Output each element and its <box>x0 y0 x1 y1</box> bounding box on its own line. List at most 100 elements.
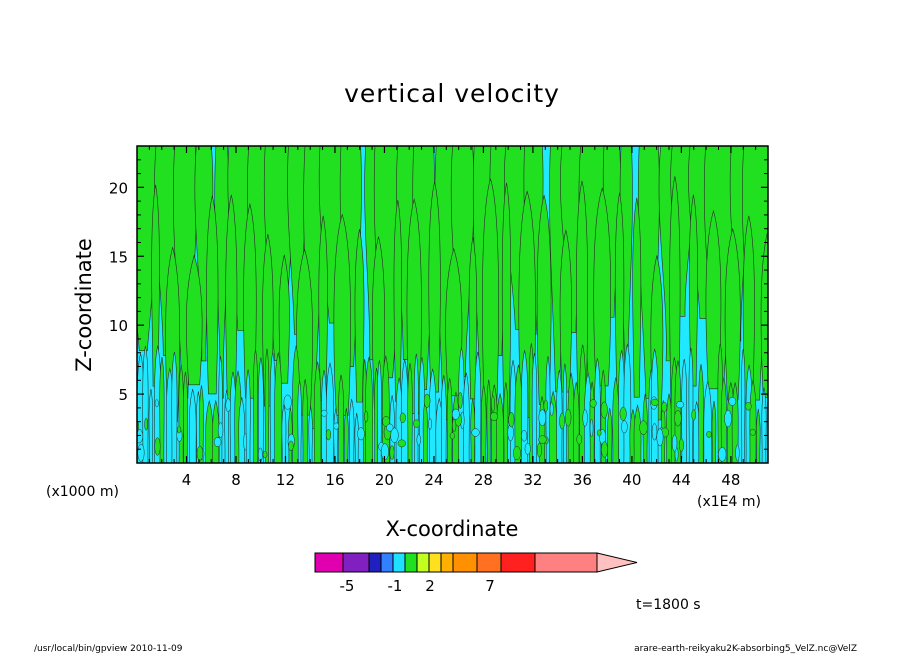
contour-streak-low <box>556 369 563 463</box>
contour-streak-low <box>308 406 313 463</box>
contour-streak-low <box>183 371 188 463</box>
x-tick-label: 44 <box>672 471 691 489</box>
x-tick-label: 36 <box>573 471 592 489</box>
contour-cell <box>321 409 328 417</box>
contour-plume-mid <box>225 194 238 408</box>
contour-plume-mid <box>206 195 219 395</box>
contour-streak-low <box>698 364 704 463</box>
contour-streak-low <box>474 351 482 463</box>
colorbar-segment <box>452 552 478 573</box>
x-tick-label: 4 <box>182 471 192 489</box>
contour-streak-low <box>281 404 287 463</box>
contour-streak-low <box>297 380 302 463</box>
contour-cell <box>559 412 565 430</box>
contour-streak-low <box>205 399 214 463</box>
contour-streak-low <box>159 357 165 463</box>
contour-streak-low <box>562 363 568 463</box>
contour-streak-low <box>623 343 632 463</box>
contour-streak-low <box>422 399 428 463</box>
contour-cell <box>333 422 340 430</box>
contour-cell <box>678 438 684 452</box>
chart-title: vertical velocity <box>344 79 560 108</box>
footer-right: arare-earth-reikyaku2K-absorbing5_VelZ.n… <box>634 644 857 654</box>
colorbar-extend-arrow <box>596 552 638 573</box>
contour-cell <box>745 402 752 411</box>
colorbar-segment <box>368 552 382 573</box>
contour-cell <box>364 410 369 423</box>
contour-cell <box>596 429 602 437</box>
contour-streak-low <box>338 374 344 463</box>
contour-streak-low <box>413 353 419 463</box>
colorbar-segment <box>380 552 394 573</box>
contour-cell <box>651 423 658 441</box>
contour-cell <box>601 441 608 458</box>
contour-streak-low <box>545 356 551 463</box>
plot-area <box>137 146 768 463</box>
y-tick-label: 20 <box>109 179 128 197</box>
contour-streak-low <box>400 358 409 463</box>
contour-streak-low <box>238 397 246 463</box>
contour-cell <box>451 408 460 420</box>
contour-cell <box>582 409 588 427</box>
contour-cell <box>718 447 727 462</box>
x-tick-label: 20 <box>375 471 394 489</box>
contour-streak-low <box>302 379 308 463</box>
contour-cell <box>676 401 685 409</box>
colorbar-tick-labels: -5 -1 2 7 <box>340 577 495 595</box>
contour-cell <box>357 427 365 441</box>
contour-streak-low <box>573 382 580 463</box>
contour-streak-low <box>480 385 487 463</box>
contour-cell <box>177 426 182 434</box>
x-unit-left: (x1000 m) <box>46 484 119 500</box>
x-unit-right: (x1E4 m) <box>697 494 761 510</box>
contour-streak-low <box>348 398 355 463</box>
x-tick-label: 12 <box>276 471 295 489</box>
contour-cell <box>416 434 421 446</box>
contour-streak-low <box>245 369 251 463</box>
contour-cell <box>543 399 548 412</box>
colorbar-tick-label: 7 <box>485 577 495 595</box>
contour-cell <box>728 396 737 406</box>
contour-cell <box>428 418 432 430</box>
contour-cell <box>413 419 420 428</box>
contour-cell <box>283 394 292 410</box>
contour-streak-low <box>218 356 223 463</box>
contour-cell <box>213 437 222 447</box>
contour-streak-low <box>756 408 761 463</box>
contour-cell <box>491 395 495 413</box>
contour-plume-mid <box>318 215 328 402</box>
contour-cell <box>217 422 224 439</box>
contour-cell <box>621 420 628 434</box>
contour-streak-low <box>344 408 349 463</box>
contour-cell <box>382 416 390 427</box>
contour-streak-low <box>365 356 374 463</box>
contour-cell <box>564 408 572 427</box>
contour-cell <box>650 398 659 406</box>
contour-cell <box>196 446 204 461</box>
contour-cell <box>521 429 528 442</box>
contour-streak-low <box>711 400 717 463</box>
contour-plume-mid <box>760 229 768 398</box>
contour-cell <box>325 429 331 441</box>
contour-streak-low <box>681 359 688 463</box>
contour-cell <box>288 440 294 452</box>
contour-streak-low <box>178 364 184 463</box>
contour-cell <box>262 451 268 458</box>
contour-streak-low <box>264 348 270 463</box>
colorbar-tick-label: 2 <box>425 577 435 595</box>
contour-streak-low <box>142 345 149 463</box>
contour-streak-low <box>761 387 767 463</box>
contour-cell <box>225 398 231 412</box>
x-tick-label: 28 <box>474 471 493 489</box>
contour-cell <box>137 428 144 444</box>
contour-streak-low <box>688 347 694 463</box>
colorbar-segment <box>416 552 430 573</box>
contour-plume-mid <box>482 177 499 418</box>
colorbar-segment <box>392 552 406 573</box>
contour-cell <box>524 442 531 455</box>
x-tick-label: 48 <box>721 471 740 489</box>
contour-cell <box>549 402 554 417</box>
contour-streak-low <box>377 360 382 463</box>
contour-streak-low <box>333 408 339 463</box>
contour-plume-mid <box>278 254 290 384</box>
